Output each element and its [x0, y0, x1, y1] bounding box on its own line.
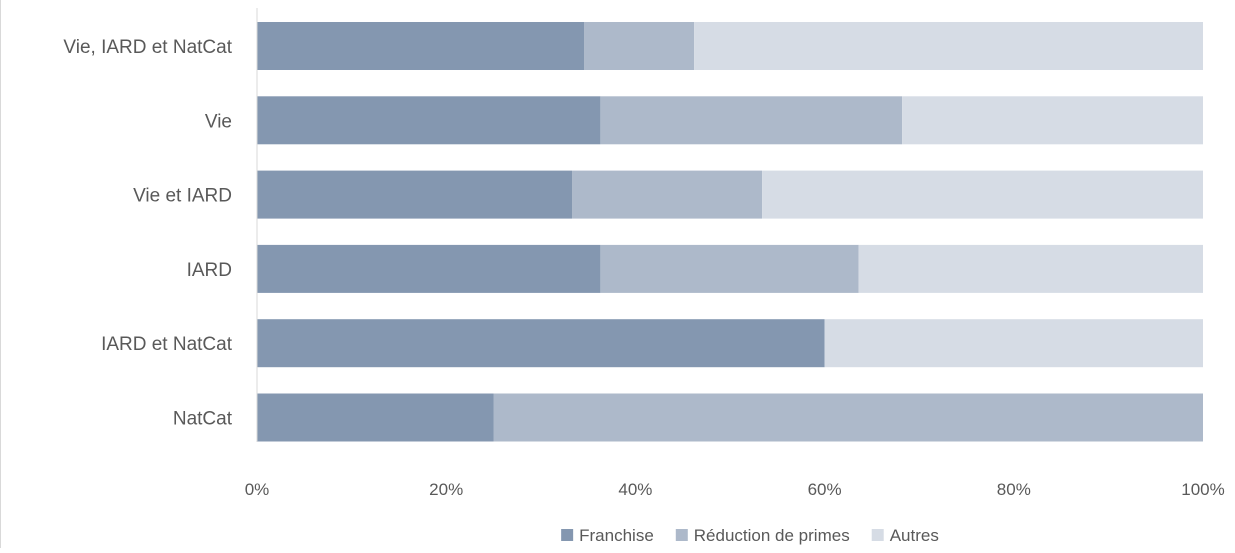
bar-franchise-1 [257, 96, 601, 145]
x-tick-label: 0% [245, 480, 270, 499]
legend-item-autres: Autres [871, 526, 939, 545]
bar-franchise-5 [257, 393, 494, 442]
bar-r-duction-de-primes-5 [493, 393, 1203, 442]
category-label: IARD [187, 260, 232, 281]
bar-autres-1 [902, 96, 1203, 145]
bar-r-duction-de-primes-2 [572, 170, 763, 219]
x-tick-label: 20% [429, 480, 463, 499]
legend-item-franchise: Franchise [561, 526, 654, 545]
x-tick-label: 100% [1181, 480, 1224, 499]
x-tick-label: 40% [618, 480, 652, 499]
legend-label: Franchise [579, 526, 654, 545]
bar-r-duction-de-primes-0 [584, 22, 695, 70]
frame-left-border [0, 0, 1, 548]
legend-swatch [561, 529, 574, 541]
x-tick-label: 60% [808, 480, 842, 499]
bars-group [257, 22, 1203, 442]
legend-swatch [675, 529, 688, 541]
bar-autres-0 [694, 22, 1203, 70]
bar-franchise-0 [257, 22, 585, 70]
bar-autres-4 [824, 319, 1203, 368]
bar-autres-3 [858, 244, 1203, 293]
legend-swatch [871, 529, 884, 541]
x-tick-label: 80% [997, 480, 1031, 499]
bar-autres-2 [762, 170, 1203, 219]
category-label: Vie et IARD [133, 186, 232, 207]
legend-item-r-duction-de-primes: Réduction de primes [675, 526, 850, 545]
category-label: Vie, IARD et NatCat [63, 37, 232, 58]
legend: Franchise Réduction de primes Autres [561, 526, 939, 545]
category-label: IARD et NatCat [101, 334, 233, 355]
bar-franchise-4 [257, 319, 825, 368]
category-label: NatCat [173, 409, 233, 430]
x-tick-labels: 0% 20% 40% 60% 80% 100% [245, 480, 1225, 499]
category-label: Vie [205, 111, 232, 132]
legend-label: Réduction de primes [694, 526, 850, 545]
legend-label: Autres [890, 526, 939, 545]
bar-r-duction-de-primes-3 [600, 244, 859, 293]
bar-r-duction-de-primes-1 [600, 96, 903, 145]
bar-franchise-3 [257, 244, 601, 293]
category-labels: Vie, IARD et NatCat Vie Vie et IARD IARD IAR… [63, 37, 232, 430]
bar-franchise-2 [257, 170, 573, 219]
